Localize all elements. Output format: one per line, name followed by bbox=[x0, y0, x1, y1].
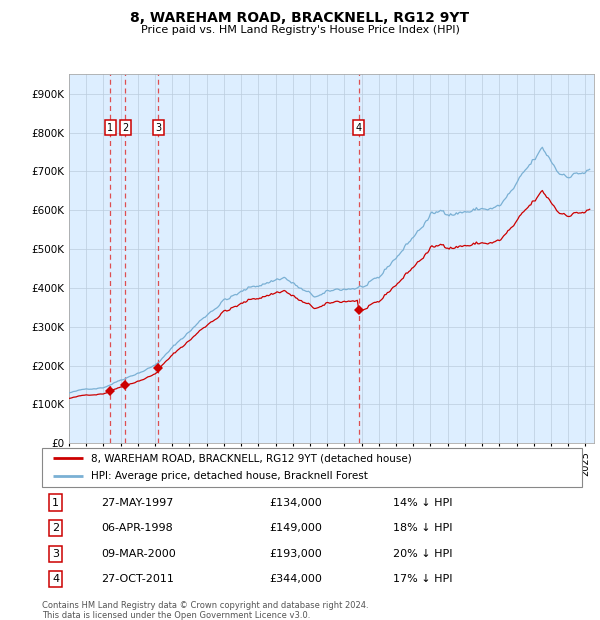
FancyBboxPatch shape bbox=[42, 448, 582, 487]
Text: 2: 2 bbox=[122, 123, 128, 133]
Text: 09-MAR-2000: 09-MAR-2000 bbox=[101, 549, 176, 559]
Text: 17% ↓ HPI: 17% ↓ HPI bbox=[393, 574, 452, 584]
Text: This data is licensed under the Open Government Licence v3.0.: This data is licensed under the Open Gov… bbox=[42, 611, 310, 620]
Text: £134,000: £134,000 bbox=[269, 498, 322, 508]
Text: 1: 1 bbox=[52, 498, 59, 508]
Text: £193,000: £193,000 bbox=[269, 549, 322, 559]
Text: Price paid vs. HM Land Registry's House Price Index (HPI): Price paid vs. HM Land Registry's House … bbox=[140, 25, 460, 35]
Text: 1: 1 bbox=[107, 123, 113, 133]
Text: 20% ↓ HPI: 20% ↓ HPI bbox=[393, 549, 452, 559]
Text: Contains HM Land Registry data © Crown copyright and database right 2024.: Contains HM Land Registry data © Crown c… bbox=[42, 601, 368, 611]
Text: 27-MAY-1997: 27-MAY-1997 bbox=[101, 498, 174, 508]
Text: 4: 4 bbox=[52, 574, 59, 584]
Text: 3: 3 bbox=[52, 549, 59, 559]
Text: HPI: Average price, detached house, Bracknell Forest: HPI: Average price, detached house, Brac… bbox=[91, 471, 367, 481]
Text: 4: 4 bbox=[355, 123, 362, 133]
Text: 06-APR-1998: 06-APR-1998 bbox=[101, 523, 173, 533]
Text: 18% ↓ HPI: 18% ↓ HPI bbox=[393, 523, 452, 533]
Text: 8, WAREHAM ROAD, BRACKNELL, RG12 9YT: 8, WAREHAM ROAD, BRACKNELL, RG12 9YT bbox=[130, 11, 470, 25]
Text: 3: 3 bbox=[155, 123, 161, 133]
Text: £344,000: £344,000 bbox=[269, 574, 322, 584]
Text: 27-OCT-2011: 27-OCT-2011 bbox=[101, 574, 174, 584]
Text: £149,000: £149,000 bbox=[269, 523, 322, 533]
Text: 2: 2 bbox=[52, 523, 59, 533]
Text: 8, WAREHAM ROAD, BRACKNELL, RG12 9YT (detached house): 8, WAREHAM ROAD, BRACKNELL, RG12 9YT (de… bbox=[91, 453, 412, 463]
Text: 14% ↓ HPI: 14% ↓ HPI bbox=[393, 498, 452, 508]
